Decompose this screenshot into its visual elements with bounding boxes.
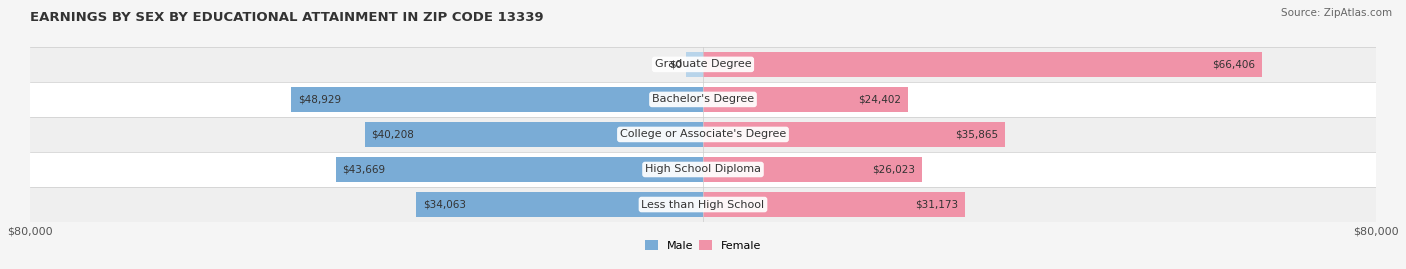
Text: $26,023: $26,023 [872, 164, 915, 175]
Bar [703, 52, 1261, 77]
Bar [30, 117, 1376, 152]
Bar [291, 87, 703, 112]
Text: High School Diploma: High School Diploma [645, 164, 761, 175]
Bar [686, 52, 703, 77]
Text: $48,929: $48,929 [298, 94, 342, 104]
Text: $31,173: $31,173 [915, 200, 959, 210]
Text: $34,063: $34,063 [423, 200, 465, 210]
Text: Graduate Degree: Graduate Degree [655, 59, 751, 69]
Text: $24,402: $24,402 [859, 94, 901, 104]
Text: Source: ZipAtlas.com: Source: ZipAtlas.com [1281, 8, 1392, 18]
Text: $43,669: $43,669 [342, 164, 385, 175]
Bar [416, 192, 703, 217]
Text: Bachelor's Degree: Bachelor's Degree [652, 94, 754, 104]
Text: Less than High School: Less than High School [641, 200, 765, 210]
Bar [30, 47, 1376, 82]
Bar [30, 187, 1376, 222]
Text: $0: $0 [669, 59, 682, 69]
Text: $40,208: $40,208 [371, 129, 415, 139]
Bar [364, 122, 703, 147]
Legend: Male, Female: Male, Female [640, 235, 766, 255]
Text: $66,406: $66,406 [1212, 59, 1256, 69]
Bar [703, 122, 1005, 147]
Bar [336, 157, 703, 182]
Bar [30, 152, 1376, 187]
Text: EARNINGS BY SEX BY EDUCATIONAL ATTAINMENT IN ZIP CODE 13339: EARNINGS BY SEX BY EDUCATIONAL ATTAINMEN… [30, 11, 543, 24]
Bar [30, 82, 1376, 117]
Text: $35,865: $35,865 [955, 129, 998, 139]
Bar [703, 87, 908, 112]
Bar [703, 192, 966, 217]
Text: College or Associate's Degree: College or Associate's Degree [620, 129, 786, 139]
Bar [703, 157, 922, 182]
